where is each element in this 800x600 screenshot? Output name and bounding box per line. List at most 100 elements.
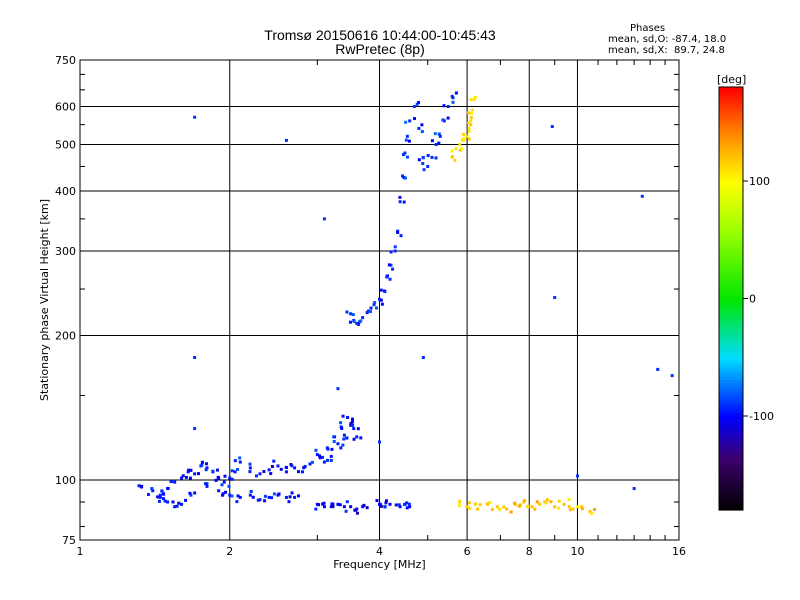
colorbar-segment [719,449,743,454]
data-point [345,436,349,440]
colorbar-segment [719,337,743,342]
data-point [228,476,232,480]
colorbar-segment [719,437,743,442]
data-point [557,499,561,503]
data-point [341,443,345,447]
colorbar-segment [719,241,743,245]
colorbar-segment [719,177,743,182]
colorbar-segment [719,458,743,463]
colorbar-segment [719,446,743,451]
data-point [473,95,477,99]
colorbar-segment [719,331,743,336]
colorbar-segment [719,374,743,378]
data-point [230,469,234,473]
data-point [270,496,274,500]
data-point [336,442,340,446]
colorbar-segment [719,150,743,155]
data-point [469,116,473,120]
colorbar-segment [719,132,743,136]
data-point [632,487,636,491]
data-point [567,505,571,509]
x-tick-label: 16 [672,545,686,558]
data-point [297,470,301,474]
data-point [235,468,239,472]
colorbar-segment [719,497,743,502]
data-point [467,121,471,125]
data-point [200,460,204,464]
data-point [408,119,412,123]
data-point [538,502,542,506]
data-point [402,176,406,180]
data-point [331,504,335,508]
data-point [227,484,231,488]
colorbar-segment [719,452,743,457]
data-point [405,155,409,159]
data-point [378,502,382,506]
data-point [430,155,434,159]
colorbar-segment [719,440,743,445]
colorbar-segment [719,407,743,411]
data-point [391,267,395,271]
data-point [417,126,421,130]
colorbar-tick-label: 100 [749,175,770,188]
x-tick-label: 10 [570,545,584,558]
colorbar-segment [719,271,743,275]
data-point [450,155,454,159]
data-point [408,505,412,509]
colorbar-segment [719,470,743,475]
x-tick-label: 2 [226,545,233,558]
data-point [205,484,209,488]
data-point [349,505,353,509]
colorbar-segment [719,476,743,481]
data-point [188,476,192,480]
data-point [173,505,177,509]
data-point [161,497,165,501]
phases-heading: Phases [630,23,666,34]
colorbar-segment [719,346,743,351]
y-tick-label: 750 [55,54,76,67]
data-point [146,493,150,497]
data-point [321,502,325,506]
data-point [338,503,342,507]
data-point [393,249,397,253]
colorbar-segment [719,99,743,103]
data-point [366,309,370,313]
data-point [339,425,343,429]
data-point [270,465,274,469]
data-point [417,158,421,162]
data-point [352,427,356,431]
data-point [157,499,161,503]
data-point [453,158,457,162]
colorbar-segment [719,349,743,354]
colorbar-segment [719,168,743,173]
data-point [421,162,425,166]
data-point [593,508,597,512]
colorbar-segment [719,392,743,396]
data-point [341,414,345,418]
colorbar-segment [719,186,743,191]
colorbar-segment [719,144,743,149]
colorbar-segment [719,434,743,439]
colorbar-segment [719,301,743,306]
colorbar-segment [719,189,743,194]
colorbar-segment [719,413,743,417]
data-point [248,462,252,466]
data-point [204,462,208,466]
colorbar-segment [719,219,743,224]
data-point [325,446,329,450]
data-point [421,355,425,359]
data-point [467,126,471,130]
data-point [403,502,407,506]
data-point [580,505,584,509]
colorbar-segment [719,183,743,188]
colorbar-segment [719,428,743,433]
colorbar-segment [719,114,743,118]
data-point [545,498,549,502]
data-point [355,511,359,515]
data-point [150,487,154,491]
colorbar-segment [719,117,743,121]
data-point [355,507,359,511]
data-point [140,485,144,489]
data-point [571,507,575,511]
data-point [263,499,267,503]
